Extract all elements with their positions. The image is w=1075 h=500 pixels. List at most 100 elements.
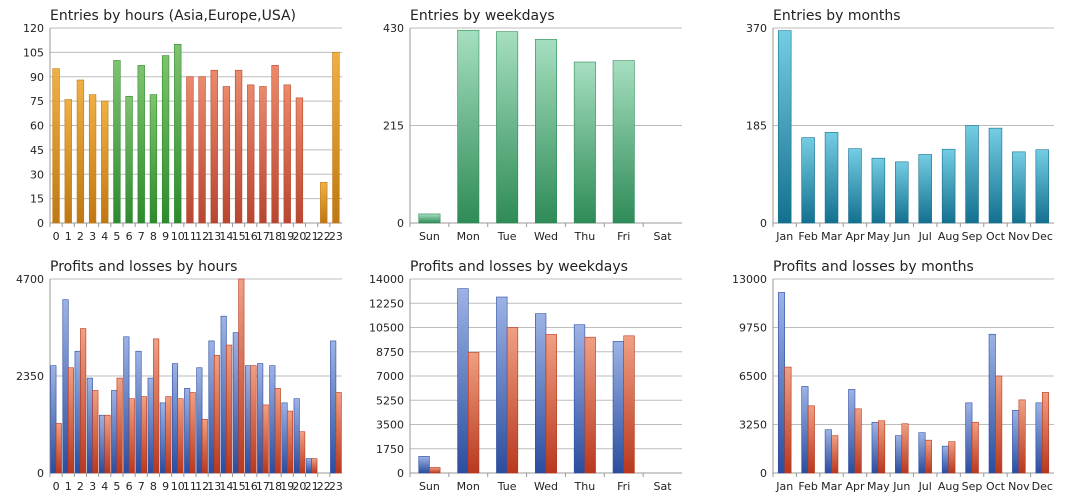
profit-bar xyxy=(269,365,276,474)
profit-bar xyxy=(496,296,508,474)
loss-bar xyxy=(924,439,932,474)
chart-title: Entries by hours (Asia,Europe,USA) xyxy=(50,8,296,24)
x-tick-label: 8 xyxy=(150,230,157,243)
bar xyxy=(283,84,291,224)
x-tick-label: 5 xyxy=(113,230,120,243)
y-tick-label: 0 xyxy=(37,467,44,480)
chart-title: Profits and losses by weekdays xyxy=(410,259,628,275)
profit-bar xyxy=(612,341,625,474)
x-tick-label: Jan xyxy=(775,480,793,493)
profit-bar xyxy=(941,445,949,474)
loss-bar xyxy=(299,431,306,474)
x-tick-label: Mon xyxy=(457,230,480,243)
x-tick-label: Jul xyxy=(918,480,932,493)
x-tick-label: Dec xyxy=(1032,480,1053,493)
bar xyxy=(535,39,557,224)
profit-bar xyxy=(196,367,203,474)
bar xyxy=(496,31,519,224)
x-tick-label: 7 xyxy=(138,480,145,493)
y-tick-label: 3500 xyxy=(376,419,404,432)
bar xyxy=(801,137,815,224)
x-tick-label: 14 xyxy=(219,480,233,493)
bar xyxy=(573,61,596,224)
profit-bar xyxy=(457,288,469,474)
profit-bar xyxy=(86,377,93,474)
loss-bar xyxy=(286,410,294,474)
x-tick-label: 16 xyxy=(244,230,258,243)
profit-bar xyxy=(159,402,166,474)
y-tick-label: 10500 xyxy=(369,322,404,335)
profit-bar xyxy=(895,435,903,474)
x-tick-label: Apr xyxy=(845,230,865,243)
y-tick-label: 0 xyxy=(760,467,767,480)
loss-bar xyxy=(177,398,184,474)
profit-bar xyxy=(98,414,106,474)
y-tick-label: 0 xyxy=(397,467,404,480)
bar xyxy=(259,86,267,224)
x-tick-label: 0 xyxy=(53,230,60,243)
x-tick-label: 21 xyxy=(305,480,319,493)
x-tick-label: Sep xyxy=(962,480,983,493)
loss-bar xyxy=(971,421,979,474)
y-tick-label: 105 xyxy=(23,46,44,59)
x-tick-label: 17 xyxy=(256,230,270,243)
x-tick-label: Sun xyxy=(419,480,440,493)
bar xyxy=(52,68,60,224)
x-tick-label: Jul xyxy=(918,230,932,243)
profit-bar xyxy=(418,456,430,474)
x-tick-label: Mar xyxy=(821,230,842,243)
profit-bar xyxy=(135,350,142,474)
x-tick-label: Sun xyxy=(419,230,440,243)
x-tick-label: Oct xyxy=(986,230,1006,243)
x-tick-label: May xyxy=(867,480,890,493)
x-tick-label: 23 xyxy=(329,230,343,243)
x-tick-label: 8 xyxy=(150,480,157,493)
loss-bar xyxy=(92,390,99,474)
y-tick-label: 90 xyxy=(30,71,44,84)
y-tick-label: 1750 xyxy=(376,443,404,456)
x-tick-label: 16 xyxy=(244,480,258,493)
profit-bar xyxy=(573,324,586,474)
y-tick-label: 185 xyxy=(746,120,767,133)
loss-bar xyxy=(429,467,441,474)
x-tick-label: 6 xyxy=(126,230,133,243)
loss-bar xyxy=(55,423,62,474)
bar xyxy=(174,43,182,224)
x-tick-label: 12 xyxy=(195,480,209,493)
bar xyxy=(88,94,97,224)
x-tick-label: 22 xyxy=(317,480,331,493)
profit-bar xyxy=(801,386,809,474)
profit-bar xyxy=(62,299,69,474)
loss-bar xyxy=(104,414,111,474)
y-tick-label: 75 xyxy=(30,95,44,108)
profit-bar xyxy=(871,421,879,474)
x-tick-label: Fri xyxy=(617,230,630,243)
bar xyxy=(1035,149,1050,224)
chart-title: Entries by weekdays xyxy=(410,8,555,24)
profit-bar xyxy=(257,363,264,474)
profits-losses-by-months-chart: Profits and losses by months 0 3250 6500 975… xyxy=(732,259,1054,493)
y-tick-label: 370 xyxy=(746,22,767,35)
y-tick-label: 13000 xyxy=(732,273,767,286)
profit-bar xyxy=(848,389,856,474)
bar xyxy=(941,148,956,224)
x-tick-label: Dec xyxy=(1032,230,1053,243)
bar xyxy=(113,60,121,224)
profits-losses-by-weekdays-chart: Profits and losses by weekdays 0 1750 3500 5… xyxy=(369,259,682,493)
bar xyxy=(320,182,328,224)
profit-bar xyxy=(988,333,996,474)
profit-bar xyxy=(777,292,786,474)
bar xyxy=(76,79,85,224)
y-tick-label: 60 xyxy=(30,120,44,133)
x-tick-label: 20 xyxy=(292,480,306,493)
profit-bar xyxy=(824,429,832,474)
profit-bar xyxy=(74,350,81,474)
profit-bar xyxy=(111,390,118,474)
x-tick-label: 22 xyxy=(317,230,331,243)
x-tick-label: 2 xyxy=(77,480,84,493)
y-tick-label: 30 xyxy=(30,168,44,181)
y-tick-label: 15 xyxy=(30,193,44,206)
bar xyxy=(918,154,932,224)
